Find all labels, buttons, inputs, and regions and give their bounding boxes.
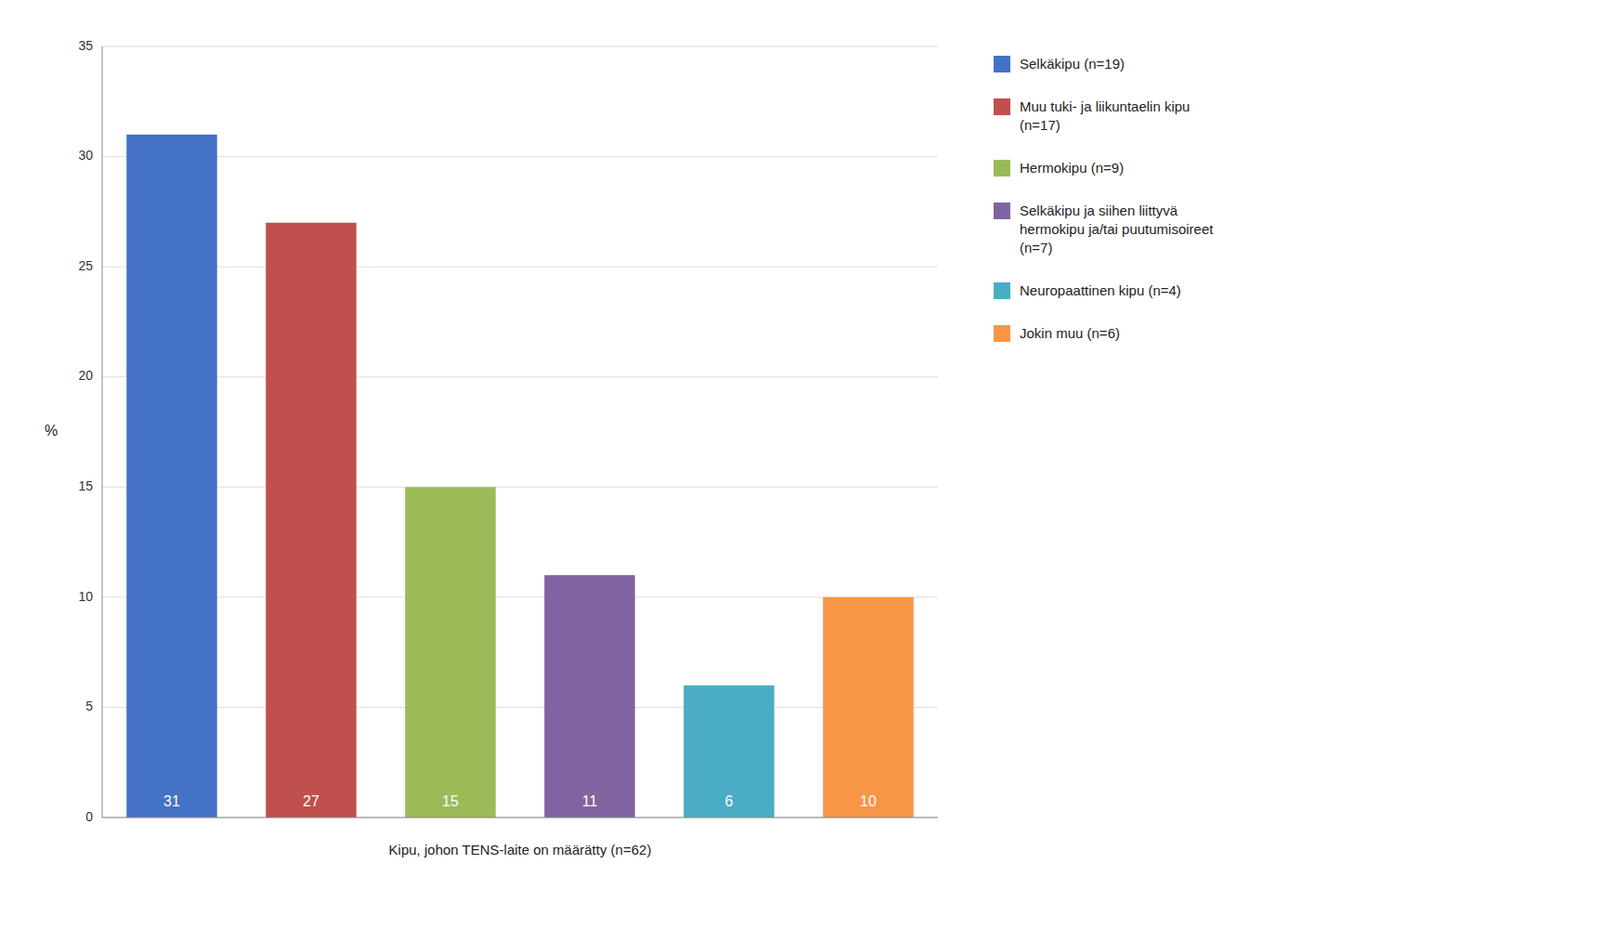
y-axis bbox=[102, 46, 104, 818]
data-label: 15 bbox=[442, 793, 459, 809]
bar bbox=[265, 222, 357, 818]
legend-line: Selkäkipu (n=19) bbox=[1019, 55, 1125, 72]
data-label: 10 bbox=[859, 793, 877, 809]
legend-swatch bbox=[993, 98, 1011, 116]
bar bbox=[126, 134, 218, 818]
y-ticks: 0 5 10 15 20 25 30 35 bbox=[78, 38, 93, 824]
grid-line bbox=[102, 266, 938, 268]
legend-line: (n=17) bbox=[1019, 117, 1061, 133]
legend-swatch bbox=[993, 159, 1011, 177]
legend: Selkäkipu (n=19) Muu tuki- ja liikuntaeli… bbox=[993, 55, 1214, 342]
bars bbox=[126, 134, 914, 818]
legend-swatch bbox=[993, 282, 1011, 300]
legend-swatch bbox=[993, 325, 1011, 342]
y-axis-label: % bbox=[44, 422, 58, 439]
chart: 0 5 10 15 20 25 30 35 31 27 15 11 6 10% Kipu, johon TE… bbox=[0, 0, 1600, 942]
legend-swatch bbox=[993, 55, 1011, 73]
data-label: 27 bbox=[302, 793, 320, 809]
x-axis-label: Kipu, johon TENS-laite on määrätty (n=62… bbox=[389, 841, 652, 858]
y-tick-label: 10 bbox=[78, 588, 93, 604]
x-axis bbox=[102, 817, 938, 819]
data-labels: 31 27 15 11 6 10 bbox=[163, 793, 877, 809]
grid-line bbox=[102, 596, 938, 598]
legend-line: Neuropaattinen kipu (n=4) bbox=[1019, 282, 1182, 299]
legend-label: Muu tuki- ja liikuntaelin kipu (n=17) bbox=[1019, 98, 1190, 133]
legend-label: Neuropaattinen kipu (n=4) bbox=[1019, 282, 1182, 299]
y-tick-label: 25 bbox=[78, 258, 93, 274]
y-tick-label: 5 bbox=[85, 698, 93, 714]
data-label: 11 bbox=[582, 793, 599, 809]
grid-line bbox=[102, 46, 938, 48]
legend-line: Selkäkipu ja siihen liittyvä bbox=[1019, 202, 1179, 219]
grid-line bbox=[102, 817, 938, 819]
bar bbox=[404, 486, 496, 818]
grid-line bbox=[102, 376, 938, 378]
legend-line: (n=7) bbox=[1019, 239, 1053, 256]
y-tick-label: 35 bbox=[78, 38, 93, 53]
legend-label: Hermokipu (n=9) bbox=[1019, 159, 1124, 176]
bar bbox=[683, 685, 775, 818]
y-tick-label: 15 bbox=[78, 478, 93, 494]
legend-line: Hermokipu (n=9) bbox=[1019, 159, 1124, 176]
grid-line bbox=[102, 706, 938, 708]
y-tick-label: 20 bbox=[78, 367, 93, 383]
data-label: 6 bbox=[725, 793, 734, 809]
legend-line: Jokin muu (n=6) bbox=[1019, 325, 1120, 341]
legend-label: Selkäkipu ja siihen liittyvä hermokipu ja… bbox=[1019, 202, 1214, 256]
grid-line bbox=[102, 156, 938, 157]
legend-swatch bbox=[993, 202, 1011, 220]
legend-line: hermokipu ja/tai puutumisoireet bbox=[1019, 221, 1214, 237]
legend-label: Selkäkipu (n=19) bbox=[1019, 55, 1125, 72]
legend-line: Muu tuki- ja liikuntaelin kipu bbox=[1019, 98, 1190, 115]
legend-label: Jokin muu (n=6) bbox=[1019, 325, 1120, 341]
y-tick-label: 0 bbox=[85, 808, 93, 824]
y-tick-label: 30 bbox=[78, 147, 93, 163]
grid-line bbox=[102, 486, 938, 488]
bar bbox=[822, 597, 914, 818]
bar bbox=[544, 574, 636, 818]
data-label: 31 bbox=[163, 793, 181, 809]
grid bbox=[102, 46, 938, 818]
